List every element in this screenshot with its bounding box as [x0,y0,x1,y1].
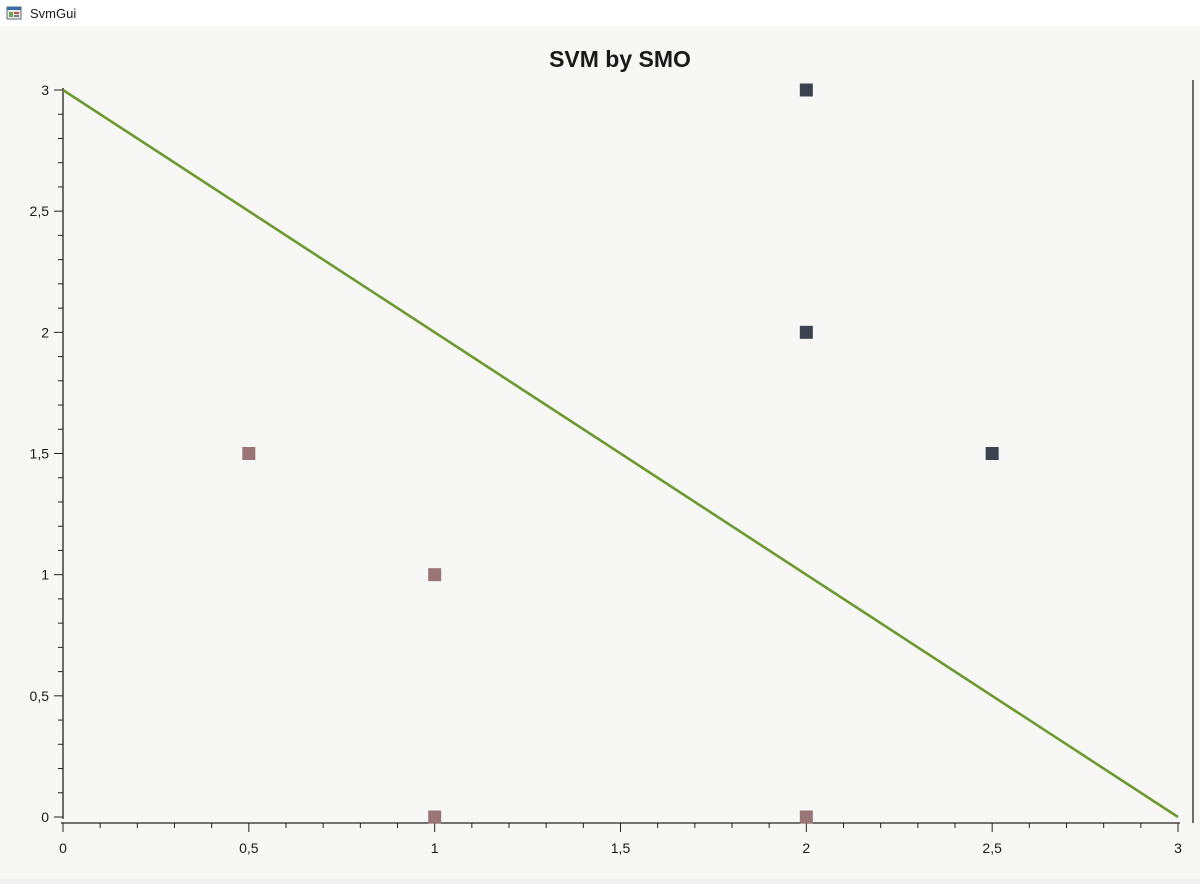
y-tick-label: 0 [41,809,49,825]
x-tick-label: 0,5 [239,840,259,856]
x-tick-label: 2,5 [982,840,1002,856]
x-tick-label: 0 [59,840,67,856]
x-tick-label: 1,5 [611,840,631,856]
title-bar[interactable]: SvmGui [0,0,1200,26]
x-tick-label: 1 [431,840,439,856]
class-a-point [799,810,813,824]
class-b-point [985,447,999,460]
decision-boundary-line [62,88,1179,819]
y-tick-label: 1,5 [30,446,50,462]
x-tick-label: 2 [802,840,810,856]
chart-title: SVM by SMO [549,46,691,72]
y-tick-label: 2,5 [30,203,50,219]
y-tick-label: 2 [41,324,49,340]
y-tick-label: 1 [41,567,49,583]
class-a-point [428,810,442,824]
class-b-point [799,83,813,97]
class-b-point [799,325,813,339]
y-tick-label: 0,5 [30,688,50,704]
class-a-point [242,447,256,460]
class-a-point [428,568,442,582]
svm-scatter-chart: SVM by SMO 0 0,5 1 1,5 2 2,5 3 0 0,5 1 1,5 2 2,5 3 [30,46,1194,856]
app-window-icon[interactable] [6,5,22,21]
chart-panel: SVM by SMO 0 0,5 1 1,5 2 2,5 3 0 0,5 1 1,5 2 2,5 3 [0,26,1200,879]
x-tick-label: 3 [1174,840,1182,856]
window-title: SvmGui [30,5,77,21]
y-tick-label: 3 [41,82,49,98]
